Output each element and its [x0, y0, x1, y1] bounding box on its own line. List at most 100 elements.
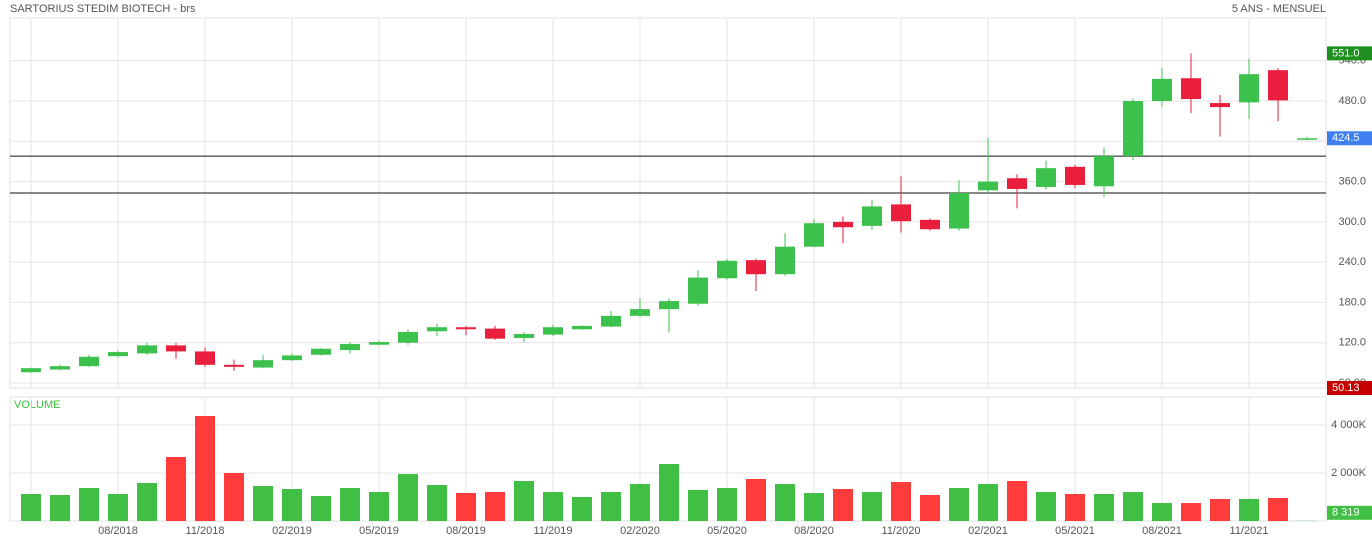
volume-bar: [50, 495, 70, 521]
candle-body: [456, 327, 476, 330]
candle-body: [1094, 156, 1114, 187]
candle-body: [949, 192, 969, 229]
candle-body: [50, 366, 70, 370]
candle-body: [1152, 78, 1172, 102]
candle-body: [427, 327, 447, 332]
volume-tag: [1327, 505, 1372, 520]
y-tick-label: 240.0: [1338, 256, 1366, 268]
x-tick-label: 02/2019: [272, 525, 312, 537]
volume-bar: [775, 483, 795, 521]
y-tick-label: 360.0: [1338, 175, 1366, 187]
candle-body: [978, 181, 998, 191]
volume-bar: [1210, 498, 1230, 521]
volume-bar: [978, 483, 998, 521]
candle-body: [1007, 178, 1027, 189]
candle-body: [340, 344, 360, 351]
candle-body: [775, 246, 795, 275]
x-tick-label: 11/2019: [534, 525, 573, 537]
volume-bar: [1065, 494, 1085, 521]
candle-body: [920, 219, 940, 230]
price-tag-label: 551.0: [1332, 47, 1360, 59]
candle-body: [1210, 103, 1230, 108]
volume-bar: [572, 497, 592, 521]
volume-bar: [1152, 503, 1172, 521]
volume-bar: [949, 488, 969, 521]
volume-bar: [224, 473, 244, 521]
y-tick-label: 180.0: [1338, 296, 1366, 308]
candle-body: [1065, 166, 1085, 185]
volume-bar: [891, 482, 911, 521]
candle-body: [1268, 70, 1288, 101]
x-tick-label: 05/2019: [359, 525, 399, 537]
candle-body: [717, 260, 737, 279]
candle-body: [253, 360, 273, 368]
volume-bar: [1181, 503, 1201, 521]
volume-bar: [340, 488, 360, 521]
candle-body: [804, 223, 824, 247]
candle-body: [224, 364, 244, 367]
candle-body: [311, 348, 331, 355]
price-tag-label: 50.13: [1332, 382, 1360, 394]
candle-body: [195, 351, 215, 365]
price-tag: [1327, 46, 1372, 61]
price-tag-label: 424.5: [1332, 132, 1360, 144]
candle-body: [572, 325, 592, 330]
candle-body: [514, 333, 534, 338]
y-tick-label: 120.0: [1338, 337, 1366, 349]
candle-body: [282, 355, 302, 361]
volume-bar: [601, 492, 621, 521]
volume-bar: [1123, 492, 1143, 521]
volume-bar: [282, 489, 302, 521]
volume-bar: [1239, 498, 1259, 521]
period-label: 5 ANS - MENSUEL: [1232, 3, 1326, 15]
volume-bar: [862, 492, 882, 521]
x-tick-label: 02/2021: [968, 525, 1008, 537]
volume-bar: [514, 480, 534, 521]
volume-bar: [659, 464, 679, 521]
volume-bar: [833, 489, 853, 521]
candle-body: [746, 260, 766, 275]
candle-body: [862, 206, 882, 226]
y-tick-label: 480.0: [1338, 95, 1366, 107]
volume-bar: [137, 483, 157, 521]
volume-tick-label: 2 000K: [1331, 467, 1367, 479]
volume-bar: [79, 488, 99, 521]
candle-body: [398, 331, 418, 343]
volume-bar: [21, 494, 41, 521]
y-tick-label: 300.0: [1338, 216, 1366, 228]
chart-title: SARTORIUS STEDIM BIOTECH - brs: [10, 3, 196, 15]
x-tick-label: 08/2020: [794, 525, 834, 537]
price-tag: [1327, 381, 1372, 395]
volume-tick-label: 4 000K: [1331, 419, 1367, 431]
volume-bar: [746, 479, 766, 521]
candle-body: [108, 352, 128, 357]
volume-title: VOLUME: [14, 399, 60, 411]
volume-bar: [485, 492, 505, 521]
candle-body: [137, 345, 157, 354]
volume-bar: [1268, 498, 1288, 521]
volume-bar: [311, 495, 331, 521]
candle-body: [659, 301, 679, 310]
x-tick-label: 11/2018: [186, 525, 225, 537]
candle-body: [1036, 168, 1056, 187]
volume-bar: [804, 492, 824, 521]
volume-bar: [108, 494, 128, 521]
candle-body: [485, 328, 505, 339]
x-tick-label: 11/2020: [882, 525, 921, 537]
volume-bar: [717, 488, 737, 521]
candle-body: [601, 315, 621, 327]
candle-body: [369, 342, 389, 345]
x-tick-label: 05/2020: [707, 525, 747, 537]
candle-body: [1181, 78, 1201, 100]
volume-bar: [427, 485, 447, 521]
volume-bar: [253, 486, 273, 521]
candle-body: [833, 221, 853, 228]
y-tick-label: 540.0: [1338, 55, 1366, 67]
candle-body: [21, 368, 41, 373]
volume-bar: [630, 483, 650, 521]
volume-bar: [166, 456, 186, 521]
x-tick-label: 11/2021: [1230, 525, 1269, 537]
x-tick-label: 02/2020: [620, 525, 660, 537]
candle-body: [1239, 74, 1259, 103]
